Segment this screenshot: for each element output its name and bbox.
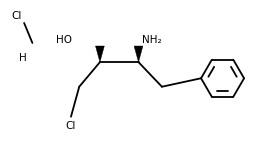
Text: HO: HO — [56, 35, 72, 45]
Text: NH₂: NH₂ — [142, 35, 162, 45]
Text: Cl: Cl — [12, 11, 22, 21]
Polygon shape — [96, 46, 104, 62]
Text: H: H — [19, 53, 26, 63]
Polygon shape — [134, 46, 143, 62]
Text: Cl: Cl — [65, 121, 76, 131]
